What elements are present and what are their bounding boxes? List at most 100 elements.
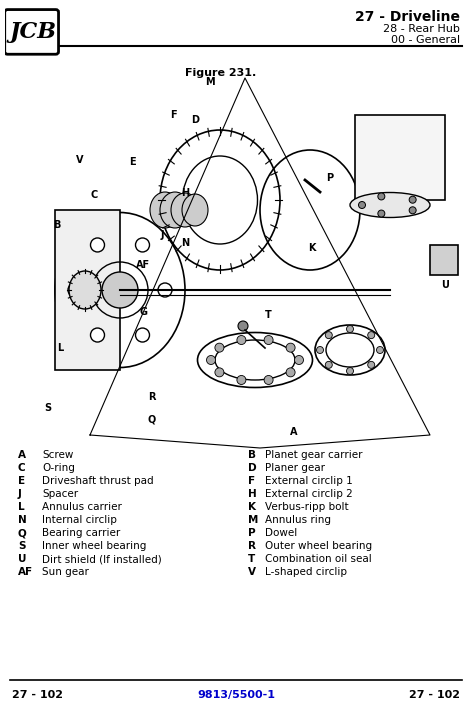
Text: Annulus carrier: Annulus carrier xyxy=(42,502,122,512)
Text: R: R xyxy=(148,392,156,402)
Text: O-ring: O-ring xyxy=(42,463,75,473)
Ellipse shape xyxy=(69,271,101,309)
Circle shape xyxy=(325,362,332,369)
Text: N: N xyxy=(181,238,189,248)
Ellipse shape xyxy=(150,192,180,228)
Circle shape xyxy=(158,283,172,297)
Circle shape xyxy=(215,368,224,377)
Text: H: H xyxy=(181,188,189,198)
Text: AF: AF xyxy=(136,260,150,270)
Circle shape xyxy=(91,238,104,252)
Text: AF: AF xyxy=(18,567,33,577)
Circle shape xyxy=(237,376,246,384)
Text: Combination oil seal: Combination oil seal xyxy=(265,554,372,564)
Ellipse shape xyxy=(171,193,199,227)
Text: Dirt shield (If installed): Dirt shield (If installed) xyxy=(42,554,162,564)
Text: P: P xyxy=(248,528,256,538)
Text: U: U xyxy=(18,554,26,564)
Circle shape xyxy=(237,335,246,345)
Text: S: S xyxy=(44,403,51,413)
Text: Screw: Screw xyxy=(42,450,73,460)
Text: External circlip 2: External circlip 2 xyxy=(265,489,353,499)
Circle shape xyxy=(102,272,138,308)
FancyBboxPatch shape xyxy=(5,10,59,55)
Text: T: T xyxy=(248,554,255,564)
Text: JCB: JCB xyxy=(9,21,57,43)
Text: B: B xyxy=(248,450,256,460)
Text: F: F xyxy=(170,110,177,120)
Ellipse shape xyxy=(350,193,430,218)
Circle shape xyxy=(264,376,273,384)
Ellipse shape xyxy=(182,194,208,226)
Text: C: C xyxy=(18,463,25,473)
Circle shape xyxy=(317,347,323,354)
Text: V: V xyxy=(248,567,256,577)
Text: 9813/5500-1: 9813/5500-1 xyxy=(197,690,275,700)
Circle shape xyxy=(295,355,303,364)
Circle shape xyxy=(68,283,82,297)
Circle shape xyxy=(207,355,216,364)
Text: L-shaped circlip: L-shaped circlip xyxy=(265,567,347,577)
FancyBboxPatch shape xyxy=(55,210,120,370)
FancyBboxPatch shape xyxy=(355,115,445,200)
Text: S: S xyxy=(18,541,25,551)
Text: Inner wheel bearing: Inner wheel bearing xyxy=(42,541,146,551)
Text: 27 - 102: 27 - 102 xyxy=(409,690,460,700)
Circle shape xyxy=(264,335,273,345)
Text: Driveshaft thrust pad: Driveshaft thrust pad xyxy=(42,476,153,486)
Text: U: U xyxy=(441,280,449,290)
Text: Planet gear carrier: Planet gear carrier xyxy=(265,450,362,460)
Text: D: D xyxy=(248,463,257,473)
Text: E: E xyxy=(129,157,135,167)
Circle shape xyxy=(346,325,354,333)
Circle shape xyxy=(377,347,383,354)
Circle shape xyxy=(378,193,385,200)
Text: A: A xyxy=(18,450,26,460)
Text: 27 - 102: 27 - 102 xyxy=(12,690,63,700)
Text: E: E xyxy=(18,476,25,486)
Text: K: K xyxy=(308,243,316,253)
Text: K: K xyxy=(248,502,256,512)
Text: Spacer: Spacer xyxy=(42,489,78,499)
Text: C: C xyxy=(90,190,98,200)
Text: 28 - Rear Hub: 28 - Rear Hub xyxy=(383,24,460,34)
Text: 27 - Driveline: 27 - Driveline xyxy=(355,10,460,24)
Text: Bearing carrier: Bearing carrier xyxy=(42,528,120,538)
Text: Verbus-ripp bolt: Verbus-ripp bolt xyxy=(265,502,349,512)
Text: Planer gear: Planer gear xyxy=(265,463,325,473)
Text: V: V xyxy=(76,155,84,165)
Text: Dowel: Dowel xyxy=(265,528,297,538)
Text: 00 - General: 00 - General xyxy=(391,35,460,45)
Circle shape xyxy=(325,332,332,339)
Ellipse shape xyxy=(160,192,190,228)
Circle shape xyxy=(409,196,416,203)
Circle shape xyxy=(91,328,104,342)
Text: Outer wheel bearing: Outer wheel bearing xyxy=(265,541,372,551)
Circle shape xyxy=(359,201,365,208)
Circle shape xyxy=(368,332,375,339)
Text: L: L xyxy=(18,502,25,512)
Circle shape xyxy=(286,368,295,377)
Text: M: M xyxy=(205,77,215,87)
Text: H: H xyxy=(248,489,257,499)
Text: Internal circlip: Internal circlip xyxy=(42,515,117,525)
Bar xyxy=(430,245,458,275)
Text: A: A xyxy=(290,427,298,437)
Circle shape xyxy=(368,362,375,369)
Text: Q: Q xyxy=(18,528,27,538)
Text: B: B xyxy=(53,220,61,230)
Text: N: N xyxy=(18,515,27,525)
Text: R: R xyxy=(248,541,256,551)
Text: L: L xyxy=(57,343,63,353)
Text: Q: Q xyxy=(148,415,156,425)
Text: G: G xyxy=(139,307,147,317)
Circle shape xyxy=(286,343,295,352)
Circle shape xyxy=(378,210,385,217)
Circle shape xyxy=(135,328,150,342)
Text: M: M xyxy=(248,515,258,525)
Circle shape xyxy=(346,367,354,374)
Text: P: P xyxy=(327,173,334,183)
Text: J: J xyxy=(160,230,164,240)
Text: External circlip 1: External circlip 1 xyxy=(265,476,353,486)
Text: F: F xyxy=(248,476,255,486)
